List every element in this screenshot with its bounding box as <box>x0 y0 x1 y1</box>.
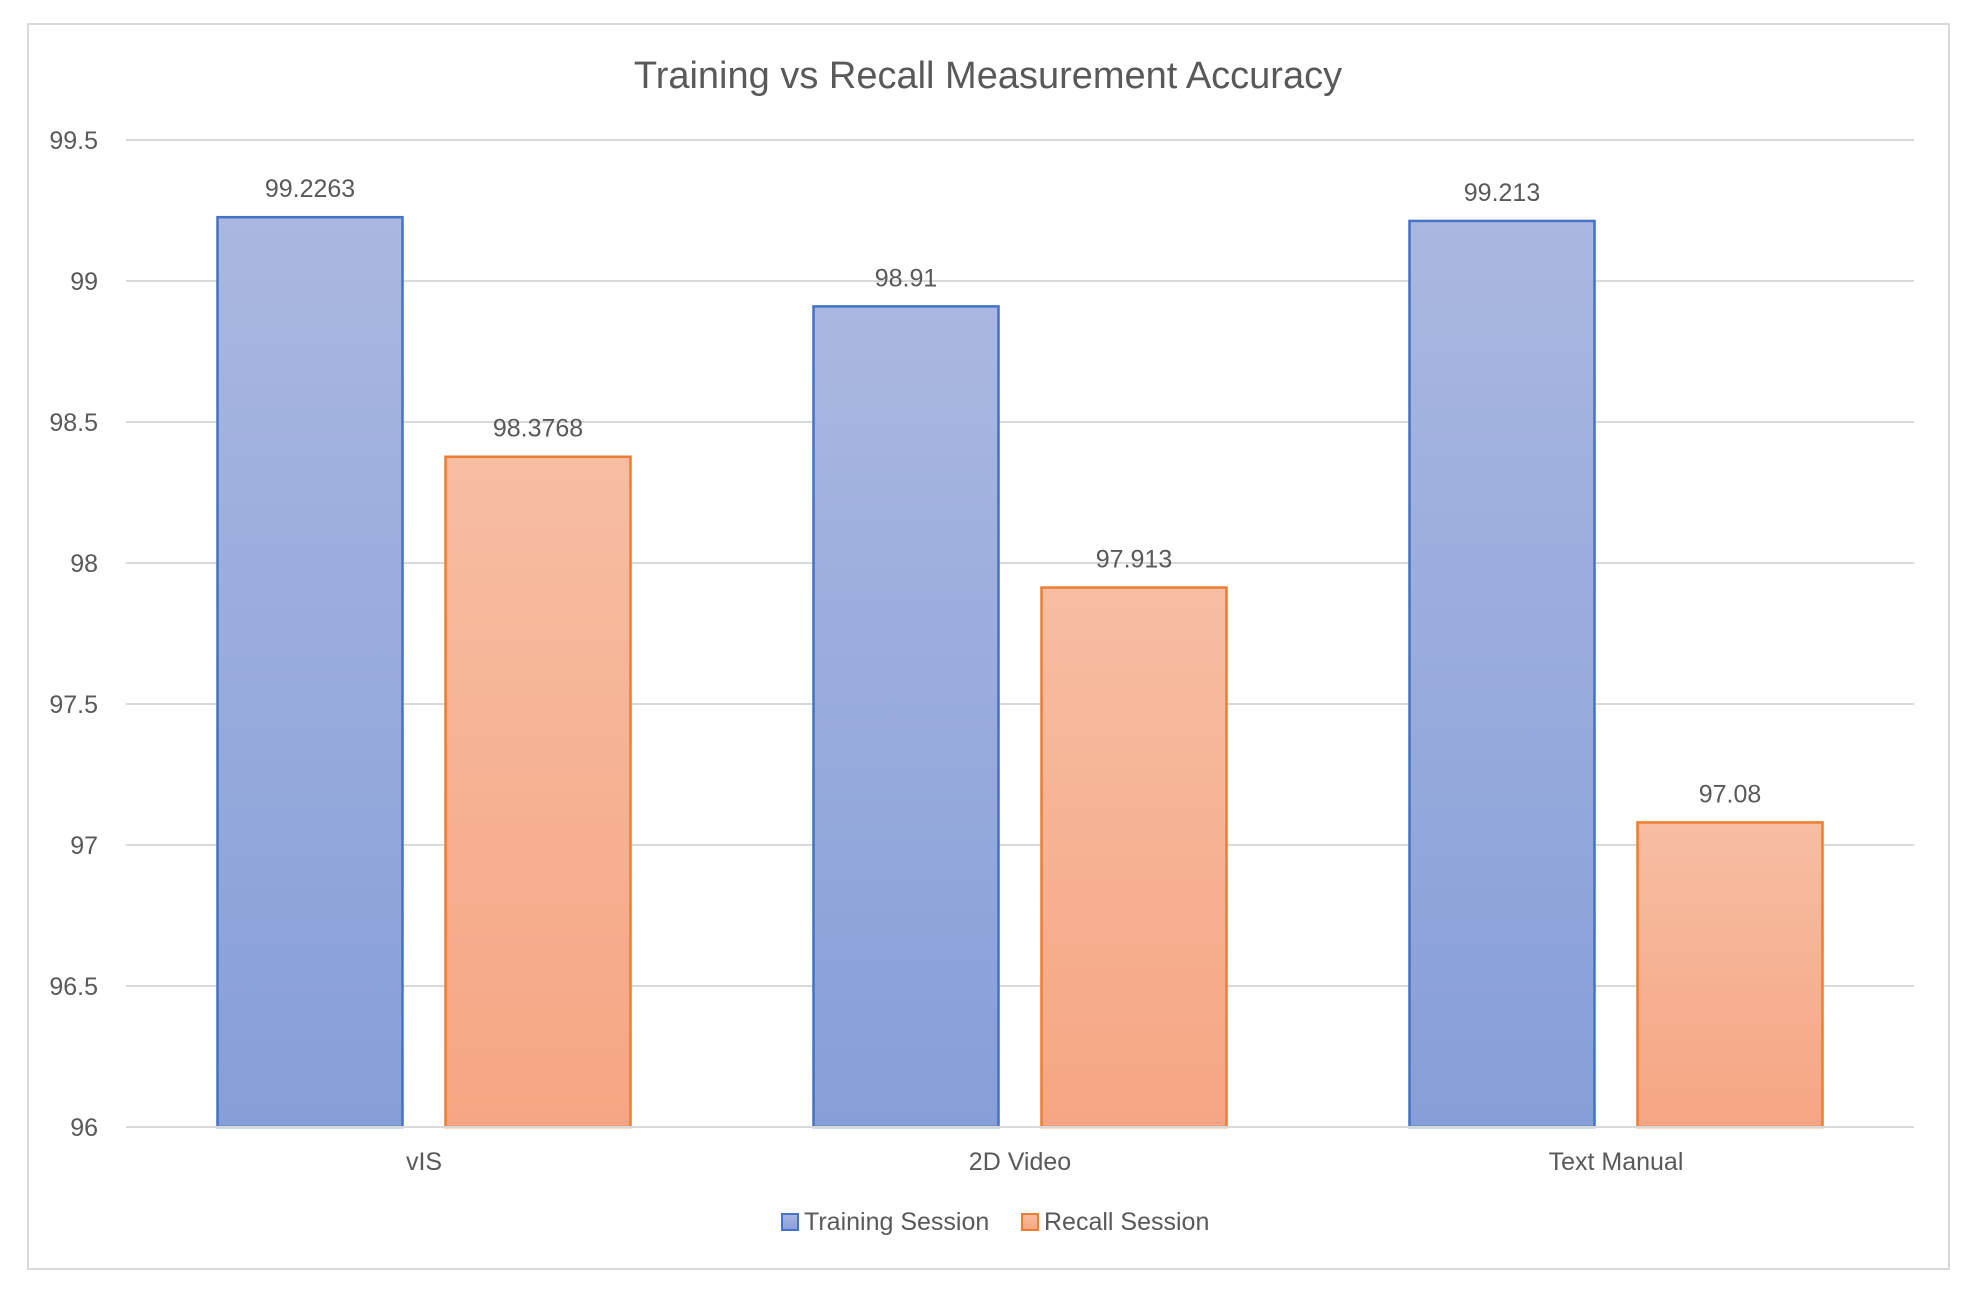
y-tick-label: 98.5 <box>49 409 98 437</box>
legend: Training Session Recall Session <box>781 1208 1209 1236</box>
y-tick-label: 98 <box>70 550 98 578</box>
data-label-training-0: 99.2263 <box>265 175 355 203</box>
bar-recall-0 <box>444 455 632 1129</box>
x-tick-label: vIS <box>406 1148 442 1176</box>
bar-recall-2 <box>1636 821 1824 1129</box>
y-tick-label: 96 <box>70 1114 98 1142</box>
x-axis-ticks: vIS 2D Video Text Manual <box>126 1126 1914 1176</box>
data-labels: 99.2263 98.3768 98.91 97.913 99.213 97.08 <box>265 175 1761 808</box>
legend-label-recall: Recall Session <box>1044 1208 1209 1236</box>
y-tick-label: 96.5 <box>49 973 98 1001</box>
x-tick-label: 2D Video <box>969 1148 1071 1176</box>
legend-swatch-training <box>781 1213 799 1231</box>
legend-item-training: Training Session <box>781 1208 989 1236</box>
bar-training-0 <box>216 215 404 1129</box>
legend-swatch-recall <box>1021 1213 1039 1231</box>
y-tick-label: 97.5 <box>49 691 98 719</box>
legend-label-training: Training Session <box>804 1208 989 1236</box>
bars <box>216 215 1824 1129</box>
y-tick-label: 99.5 <box>49 127 98 155</box>
data-label-recall-1: 97.913 <box>1096 546 1172 574</box>
y-tick-label: 97 <box>70 832 98 860</box>
bar-recall-1 <box>1040 586 1228 1129</box>
chart-title: Training vs Recall Measurement Accuracy <box>634 55 1342 97</box>
data-label-recall-2: 97.08 <box>1699 780 1762 808</box>
data-label-recall-0: 98.3768 <box>493 415 583 443</box>
data-label-training-2: 99.213 <box>1464 179 1540 207</box>
data-label-training-1: 98.91 <box>875 264 938 292</box>
y-tick-label: 99 <box>70 268 98 296</box>
y-axis-ticks: 96 96.5 97 97.5 98 98.5 99 99.5 <box>49 127 98 1142</box>
bar-training-2 <box>1408 219 1596 1129</box>
legend-item-recall: Recall Session <box>1021 1208 1209 1236</box>
x-tick-label: Text Manual <box>1549 1148 1684 1176</box>
bar-training-1 <box>812 305 1000 1129</box>
